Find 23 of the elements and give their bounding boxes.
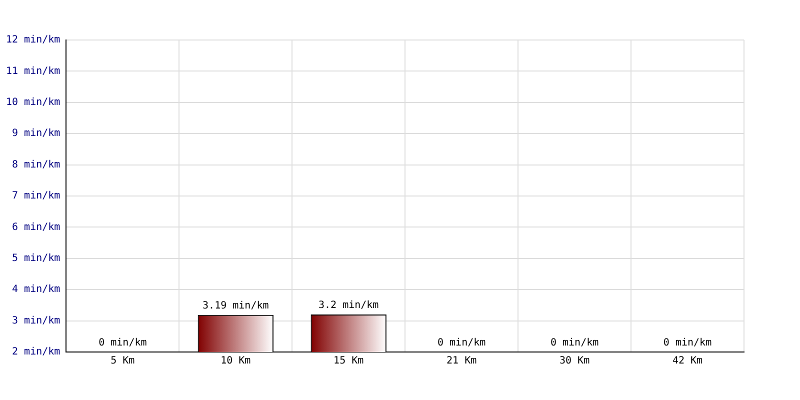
y-tick-label: 5 min/km — [12, 252, 60, 264]
text: 0 min/km — [550, 338, 599, 349]
y-tick-label: 8 min/km — [12, 159, 60, 170]
y-tick-label: 7 min/km — [12, 190, 60, 202]
text: 0 min/km — [437, 338, 486, 349]
y-tick-label: 2 min/km — [12, 346, 60, 358]
text: 0 min/km — [98, 338, 147, 349]
y-tick-label: 10 min/km — [6, 96, 60, 108]
text: 0 min/km — [663, 338, 712, 349]
x-tick-label: 21 Km — [446, 356, 477, 367]
data-label: 3.2 min/km — [318, 300, 379, 312]
y-tick-label: 6 min/km — [12, 222, 60, 233]
x-tick-label: 5 Km — [110, 356, 135, 367]
y-tick-label: 3 min/km — [12, 315, 60, 326]
data-label: 3.19 min/km — [202, 300, 269, 312]
y-tick-label: 11 min/km — [6, 66, 60, 77]
x-tick-label: 15 Km — [334, 356, 364, 367]
x-tick-label: 10 Km — [220, 356, 251, 367]
y-tick-label: 9 min/km — [12, 128, 60, 140]
y-tick-label: 4 min/km — [12, 284, 60, 296]
y-tick-label: 12 min/km — [6, 34, 60, 46]
x-tick-label: 42 Km — [672, 356, 703, 367]
x-tick-label: 30 Km — [559, 356, 590, 367]
